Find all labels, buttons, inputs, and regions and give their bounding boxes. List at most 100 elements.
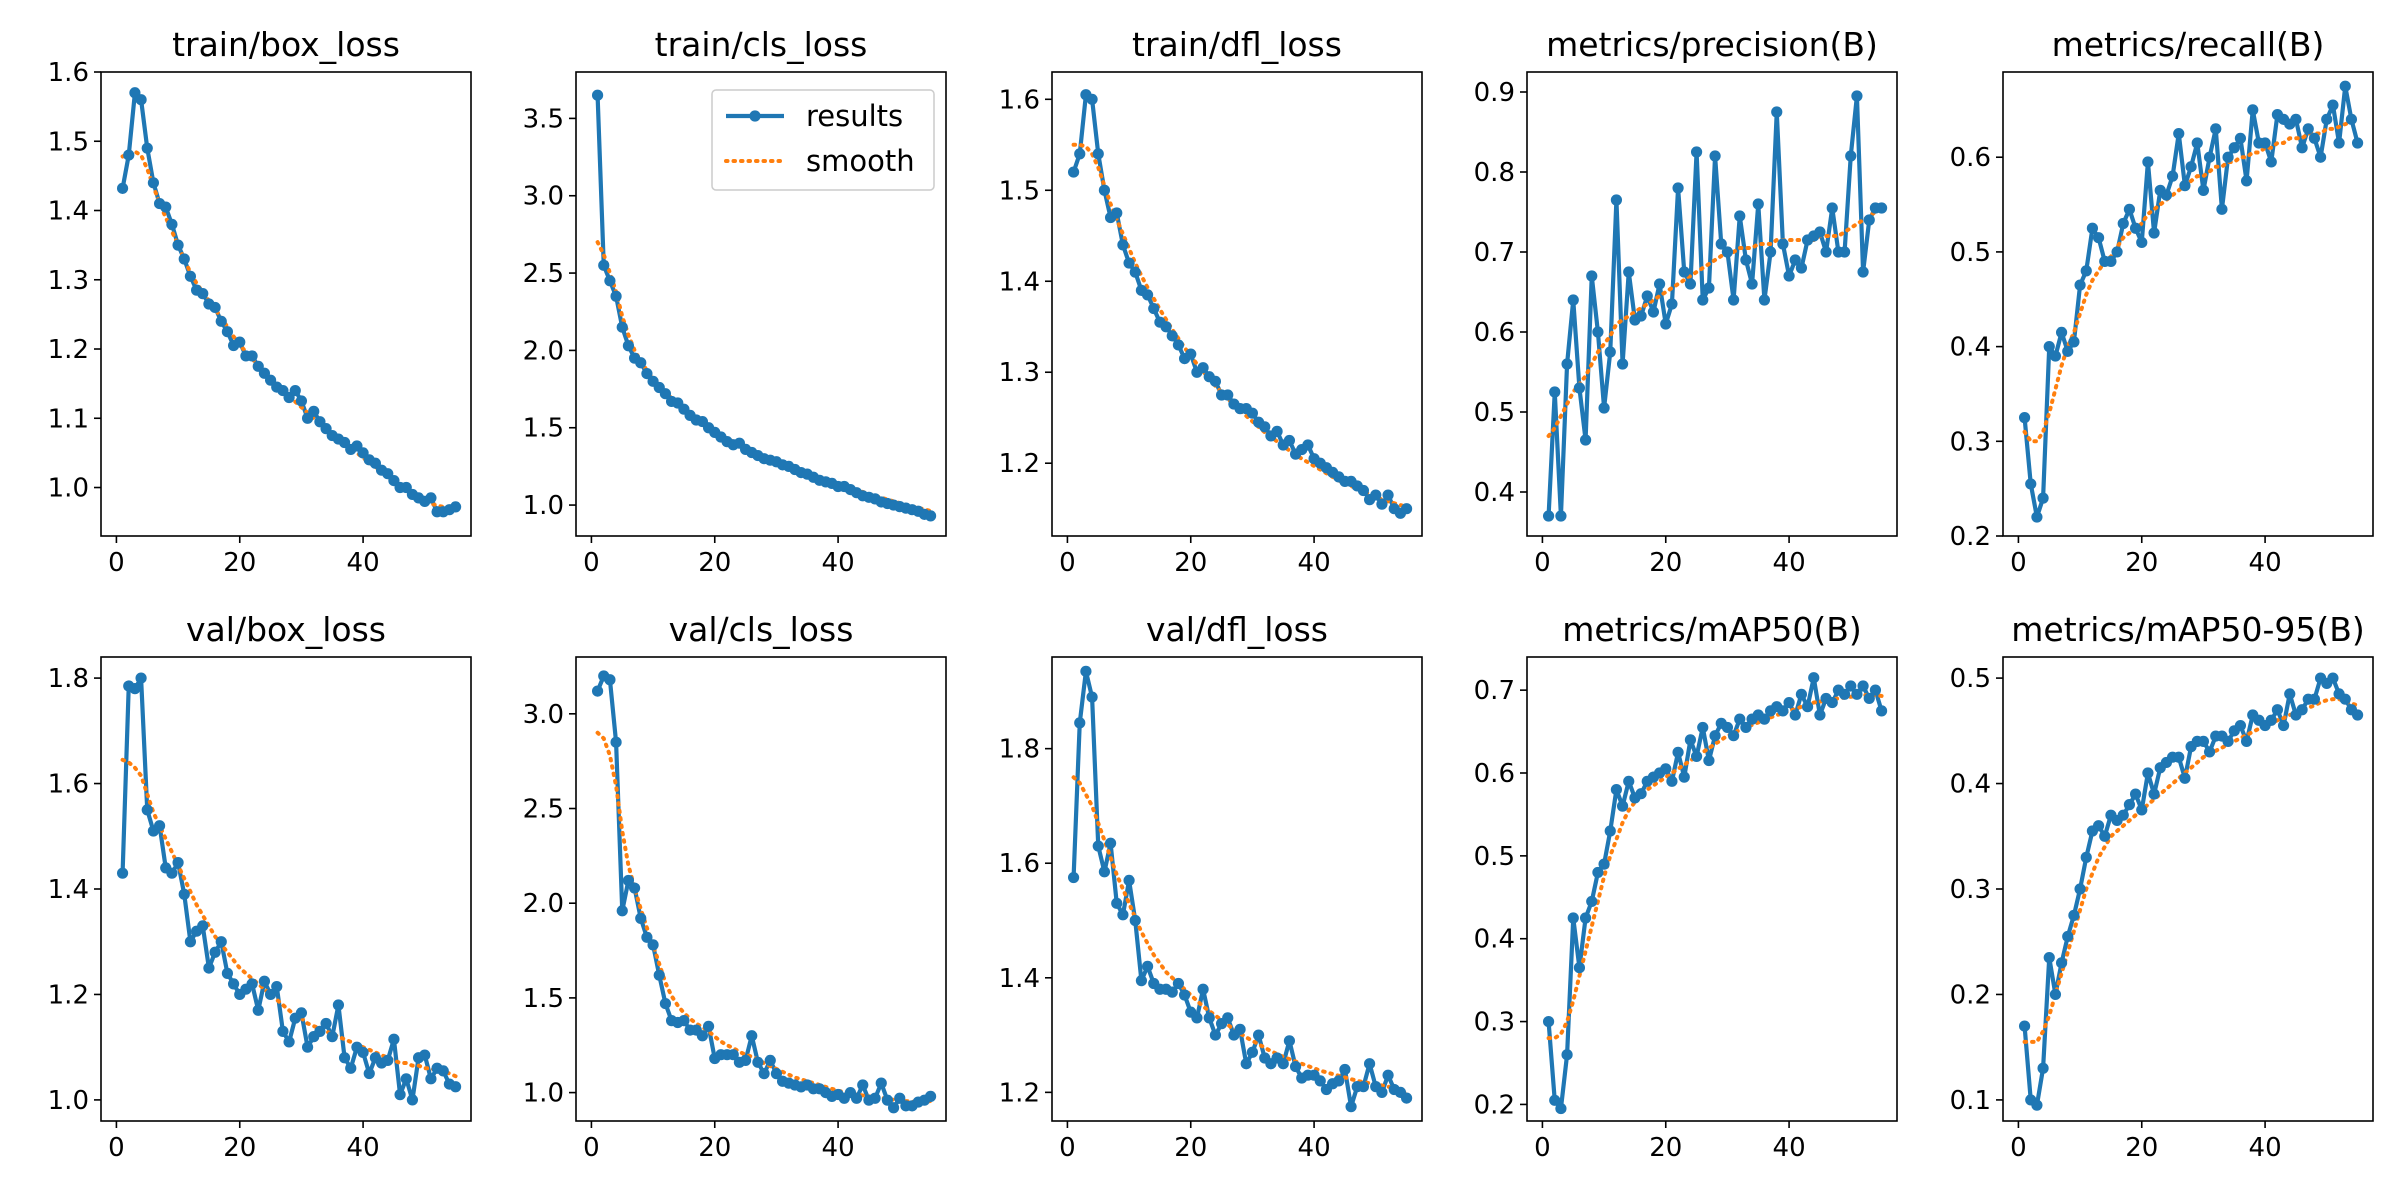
results-point-17 [215,315,227,327]
results-point-22 [1672,182,1684,194]
results-point-2 [1549,1094,1561,1106]
results-point-6 [622,340,635,352]
results-line [120,90,457,514]
results-point-36 [1758,294,1771,306]
results-point-46 [2296,704,2308,716]
chart-title: val/cls_loss [669,610,854,649]
results-point-10 [172,857,184,869]
results-point-36 [1283,434,1296,447]
plot-area [591,89,937,522]
results-point-39 [1777,238,1789,250]
results-point-5 [2043,951,2055,964]
results-point-20 [1660,763,1672,775]
results-point-17 [1166,986,1178,998]
results-point-4 [2037,1062,2049,1074]
results-point-9 [166,218,178,230]
y-tick-label: 1.3 [999,358,1040,388]
chart-panel-metrics-precision-b: metrics/precision(B) 0 20 40 0.4 0.5 0.6 0.7 0.8… [1474,25,1898,578]
x-tick-label: 20 [2125,1133,2158,1163]
y-tick-label: 1.6 [999,849,1040,879]
y-tick-label: 0.9 [1474,78,1515,108]
results-point-1 [591,685,604,697]
results-point-11 [178,253,190,265]
results-point-23 [1678,266,1690,278]
results-point-18 [2123,203,2136,215]
y-tick-label: 1.0 [523,491,564,521]
results-point-46 [869,1092,881,1104]
results-point-21 [2142,156,2154,168]
results-point-13 [2092,232,2105,244]
results-point-10 [647,939,659,951]
results-point-15 [678,1015,690,1027]
results-point-51 [2327,672,2339,684]
results-point-13 [1141,289,1154,301]
chart-panel-val-box-loss: val/box_loss 0 20 40 1.0 1.2 1.4 1.6 1.8 [48,610,472,1163]
y-tick-label: 0.2 [1950,522,1991,552]
results-point-3 [129,683,141,695]
results-point-38 [345,1062,357,1074]
results-point-12 [1135,975,1148,987]
results-point-11 [1604,346,1616,358]
results-point-28 [1709,150,1721,162]
y-tick-label: 0.7 [1474,238,1515,268]
results-point-49 [1838,246,1851,258]
results-point-12 [659,388,672,400]
results-point-38 [1771,106,1783,118]
y-tick-label: 1.2 [999,449,1040,479]
results-point-12 [2086,222,2099,234]
results-point-10 [2074,883,2086,895]
results-point-31 [1252,1029,1265,1041]
results-point-41 [1789,709,1801,721]
plot-area [1542,90,1888,522]
results-point-22 [1672,746,1684,758]
results-point-32 [2210,123,2222,135]
results-point-24 [1209,1029,1222,1041]
results-point-4 [2037,492,2049,504]
results-point-26 [1697,294,1709,306]
results-point-34 [320,1017,332,1030]
chart-title: metrics/precision(B) [1546,25,1878,64]
results-point-5 [1092,840,1104,852]
results-point-24 [2160,189,2173,201]
results-point-9 [641,931,653,943]
results-point-20 [1660,318,1672,330]
results-point-33 [1740,721,1752,734]
x-tick-label: 0 [2010,548,2027,578]
results-point-49 [2314,151,2327,163]
results-point-22 [2148,788,2160,800]
results-point-18 [221,326,234,338]
results-point-8 [635,357,647,369]
results-point-7 [628,882,641,894]
results-point-19 [1653,278,1666,290]
results-point-28 [2185,161,2197,173]
results-point-7 [1579,434,1592,446]
y-tick-label: 0.2 [1950,980,1991,1010]
chart-title: train/cls_loss [655,25,868,64]
x-tick-label: 20 [223,548,256,578]
results-point-11 [653,969,665,981]
results-point-35 [1277,1058,1289,1070]
results-point-55 [449,1081,462,1093]
results-point-30 [295,395,308,407]
results-point-10 [1123,257,1135,269]
plot-area [1542,672,1888,1115]
results-point-44 [1808,672,1820,684]
x-tick-label: 20 [1649,1133,1682,1163]
results-point-36 [2234,132,2247,144]
results-point-11 [1129,914,1141,927]
results-point-49 [1838,688,1851,700]
results-point-52 [1857,266,1869,278]
results-point-11 [1604,825,1616,837]
results-point-25 [2166,170,2179,182]
results-point-5 [1567,294,1579,306]
results-point-1 [1542,1015,1555,1028]
results-point-44 [857,1079,869,1091]
results-point-45 [2290,113,2302,125]
results-point-8 [1586,270,1598,282]
x-tick-label: 20 [698,548,731,578]
results-point-33 [1740,254,1752,266]
results-point-41 [2265,714,2277,726]
results-point-18 [1647,306,1660,318]
chart-panel-metrics-recall-b: metrics/recall(B) 0 20 40 0.2 0.3 0.4 0.5 0.6 [1950,25,2374,578]
results-point-35 [1752,198,1764,210]
